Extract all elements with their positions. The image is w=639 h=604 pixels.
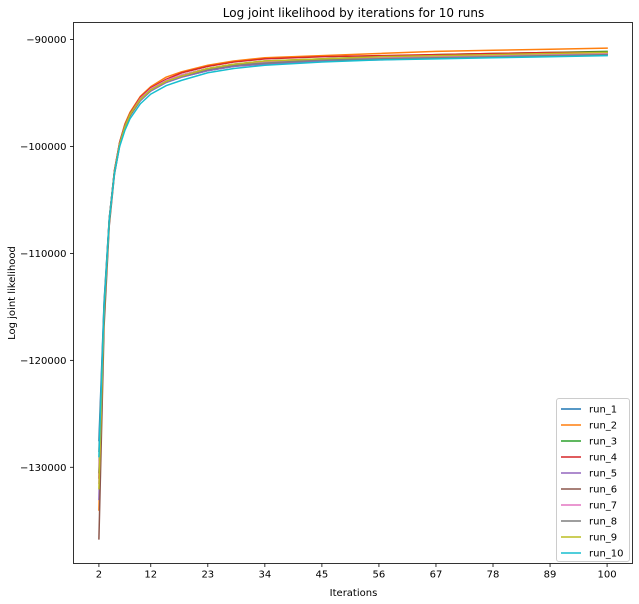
x-tick-label: 12 — [144, 570, 157, 581]
y-tick-label: −90000 — [26, 35, 66, 46]
legend-label-run-4: run_4 — [589, 453, 617, 464]
x-tick-label: 23 — [201, 570, 214, 581]
legend-label-run-5: run_5 — [589, 469, 617, 480]
series-lines — [98, 47, 608, 540]
legend-label-run-10: run_10 — [589, 549, 624, 560]
y-tick-label: −100000 — [20, 142, 67, 153]
series-line-run-10 — [98, 54, 608, 458]
y-tick-label: −120000 — [20, 356, 67, 367]
legend-label-run-9: run_9 — [589, 533, 617, 544]
x-axis-ticks: 2 12 23 34 45 56 67 78 89 100 — [96, 563, 617, 581]
x-tick-label: 67 — [430, 570, 443, 581]
x-axis-label: Iterations — [330, 588, 378, 599]
y-axis-ticks: −130000 −120000 −110000 −100000 −90000 — [20, 35, 74, 474]
legend: run_1 run_2 run_3 run_4 run_5 run_6 run_7 run_8… — [556, 398, 630, 562]
legend-label-run-8: run_8 — [589, 517, 617, 528]
legend-label-run-6: run_6 — [589, 485, 617, 496]
y-tick-label: −110000 — [20, 249, 67, 260]
y-tick-label: −130000 — [20, 463, 67, 474]
x-tick-label: 100 — [598, 570, 617, 581]
chart-title: Log joint likelihood by iterations for 1… — [223, 6, 484, 20]
legend-label-run-2: run_2 — [589, 421, 617, 432]
x-tick-label: 45 — [316, 570, 329, 581]
y-axis-label: Log joint likelihood — [7, 246, 18, 340]
x-tick-label: 78 — [487, 570, 500, 581]
legend-label-run-3: run_3 — [589, 437, 617, 448]
legend-label-run-7: run_7 — [589, 501, 617, 512]
x-tick-label: 56 — [373, 570, 386, 581]
legend-label-run-1: run_1 — [589, 405, 617, 416]
plot-area-frame — [73, 22, 633, 564]
x-tick-label: 2 — [96, 570, 102, 581]
x-tick-label: 89 — [544, 570, 557, 581]
x-tick-label: 34 — [258, 570, 271, 581]
